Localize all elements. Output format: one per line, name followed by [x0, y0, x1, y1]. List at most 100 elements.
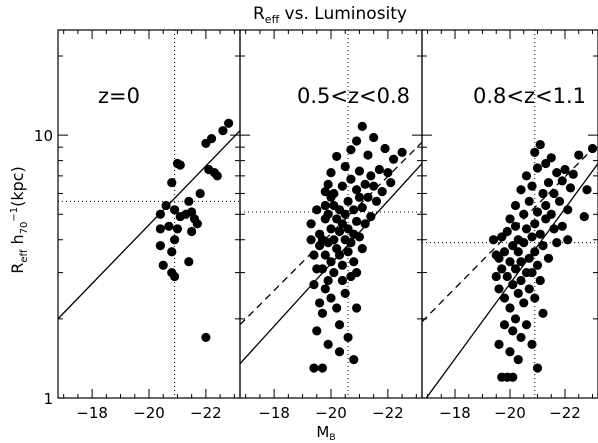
y-tick-label: 1: [43, 390, 53, 408]
solid-fit-line: [58, 130, 240, 320]
data-point: [546, 153, 556, 163]
data-point: [494, 284, 504, 294]
x-tick-label: −20: [315, 404, 347, 422]
data-point: [513, 354, 523, 365]
x-tick-label: −20: [133, 404, 165, 422]
data-point: [494, 253, 504, 263]
data-point: [315, 298, 325, 308]
data-point: [334, 250, 345, 260]
data-point: [380, 143, 390, 154]
data-point: [360, 219, 370, 229]
data-point: [499, 247, 510, 257]
data-point: [317, 308, 328, 318]
data-point: [527, 181, 537, 191]
data-point: [357, 244, 367, 254]
data-point: [532, 163, 543, 173]
data-point: [524, 284, 534, 294]
data-point: [513, 247, 523, 257]
data-point: [538, 308, 548, 318]
y-tick-label: 10: [34, 127, 53, 145]
data-point: [488, 235, 499, 245]
data-point: [524, 253, 534, 263]
data-point: [320, 200, 330, 211]
data-point: [524, 196, 534, 206]
data-point: [557, 176, 567, 186]
data-point: [510, 314, 521, 324]
data-point: [532, 363, 543, 373]
data-point: [351, 303, 362, 313]
data-point: [527, 232, 537, 242]
x-tick-label: −18: [439, 404, 471, 422]
data-point: [360, 179, 370, 189]
data-point: [527, 339, 537, 349]
data-point: [332, 151, 342, 162]
data-point: [563, 235, 573, 245]
data-point: [519, 298, 529, 308]
data-point: [155, 209, 165, 219]
data-points: [306, 121, 407, 373]
data-point: [309, 250, 319, 260]
dashed-fit-line: [240, 141, 422, 326]
data-point: [513, 288, 523, 298]
panel-label: 0.8<z<1.1: [473, 84, 586, 108]
panel-frame: [57, 29, 241, 399]
data-point: [167, 247, 177, 257]
data-point: [510, 221, 521, 231]
data-point: [309, 363, 319, 373]
data-point: [184, 257, 194, 267]
data-point: [169, 235, 180, 245]
data-point: [224, 118, 234, 128]
xlabel-sub: B: [329, 433, 335, 443]
data-point: [538, 188, 548, 199]
data-point: [505, 347, 515, 357]
data-point: [374, 164, 384, 175]
data-point: [516, 185, 526, 195]
data-point: [519, 209, 529, 219]
ylabel-h: h: [8, 234, 27, 249]
data-point: [508, 240, 518, 251]
panel-2: −18 −20 −22 0.5<z<0.8: [239, 29, 423, 422]
data-point: [386, 177, 396, 188]
data-point: [349, 354, 359, 365]
data-point: [212, 171, 222, 181]
data-point: [519, 238, 529, 248]
data-point: [549, 188, 559, 199]
data-point: [354, 192, 365, 202]
data-point: [169, 271, 180, 282]
x-tick-label: −20: [494, 404, 526, 422]
data-point: [499, 320, 510, 330]
data-point: [532, 260, 543, 270]
data-point: [309, 280, 319, 290]
data-point: [530, 219, 540, 229]
data-point: [158, 260, 168, 270]
data-point: [329, 235, 339, 245]
y-axis-label: Reff h70−1(kpc): [8, 166, 30, 274]
x-tick-label: −22: [190, 404, 222, 422]
ylabel-unit: (kpc): [8, 166, 27, 207]
data-point: [172, 224, 183, 234]
data-point: [320, 186, 330, 197]
data-point: [369, 181, 379, 191]
panel-1: −18 −20 −22 1 10 z=0: [34, 29, 241, 422]
data-point: [206, 134, 217, 144]
data-point: [541, 158, 551, 169]
x-tick-label: −18: [76, 404, 108, 422]
data-point: [532, 207, 543, 217]
data-point: [541, 200, 551, 211]
data-point: [505, 303, 515, 313]
ylabel-exp: −1: [9, 207, 20, 222]
data-point: [563, 205, 573, 215]
data-point: [388, 154, 399, 164]
data-point: [530, 147, 540, 157]
data-point: [366, 171, 376, 181]
panel-3: −18 −20 −22 0.8<z<1.1: [421, 29, 598, 422]
data-point: [320, 250, 330, 260]
data-point: [508, 280, 518, 290]
data-point: [505, 214, 515, 224]
chart-title: Reff vs. Luminosity: [253, 4, 407, 26]
data-point: [530, 247, 540, 257]
data-point: [155, 224, 165, 234]
data-point: [377, 186, 387, 197]
data-point: [306, 219, 316, 229]
data-point: [312, 326, 322, 336]
